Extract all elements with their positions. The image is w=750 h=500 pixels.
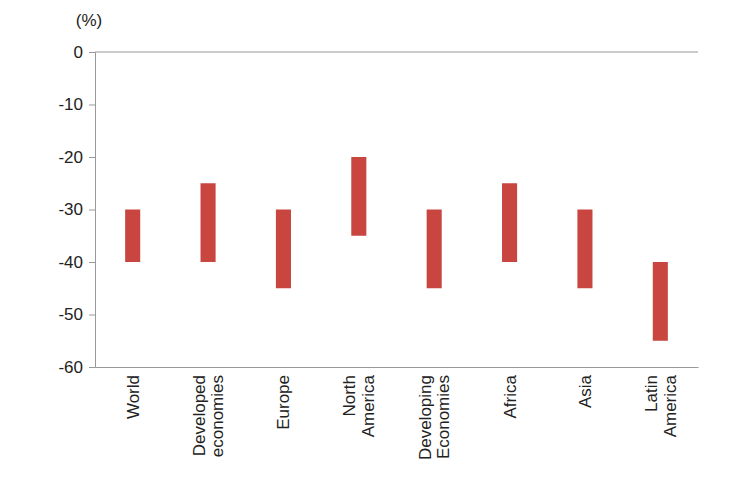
x-axis-line [96, 367, 699, 368]
x-tick-label-line: America [359, 374, 378, 437]
range-bar [427, 210, 442, 289]
x-tick: Africa [501, 367, 520, 418]
y-tick-mark [89, 210, 95, 211]
x-tick-label: Europe [274, 375, 293, 430]
x-tick: NorthAmerica [340, 367, 378, 437]
x-tick-label-line: North [340, 375, 359, 417]
plot: 0 -10 -20 -30 -40 -50 -60 World Developedeconomi… [58, 43, 698, 460]
x-tick-label: Developedeconomies [190, 375, 228, 457]
y-tick: -40 [58, 253, 95, 272]
x-tick: DevelopingEconomies [416, 367, 454, 460]
range-bar [577, 210, 592, 289]
y-tick: -10 [58, 95, 95, 114]
x-tick-label-line: Developed [190, 375, 209, 456]
x-tick: Developedeconomies [190, 367, 228, 457]
x-tick-label: World [124, 375, 143, 419]
range-bar [351, 157, 366, 236]
x-tick-label-line: economies [208, 375, 227, 457]
x-tick-label-line: World [124, 375, 143, 419]
y-tick: -20 [58, 148, 95, 167]
y-axis-line [89, 53, 96, 368]
y-tick-mark [89, 157, 95, 158]
y-tick-mark [89, 315, 95, 316]
y-tick-label: -30 [58, 200, 83, 219]
y-tick: 0 [74, 43, 95, 62]
bars [125, 157, 668, 341]
y-axis-title: (%) [76, 11, 102, 30]
x-tick: LatinAmerica [642, 367, 680, 437]
y-tick: -30 [58, 200, 95, 219]
x-tick-label-line: Developing [416, 375, 435, 460]
chart: 0 -10 -20 -30 -40 -50 -60 World Developedeconomi… [0, 0, 750, 500]
x-tick: Europe [274, 367, 293, 430]
x-tick-label: DevelopingEconomies [416, 375, 454, 460]
y-tick-label: 0 [74, 43, 83, 62]
x-tick-label-line: Latin [642, 375, 661, 412]
x-tick-label: LatinAmerica [642, 374, 680, 437]
x-tick-label: Africa [501, 374, 520, 418]
range-bar [201, 183, 216, 262]
y-tick-label: -20 [58, 148, 83, 167]
x-tick: Asia [576, 367, 595, 408]
y-tick-mark [89, 367, 95, 368]
range-bar [653, 262, 668, 341]
x-tick-label-line: Africa [501, 374, 520, 418]
frame-top [95, 52, 698, 53]
x-tick-label-line: Asia [576, 374, 595, 408]
x-tick-label-line: Europe [274, 375, 293, 430]
y-tick-label: -10 [58, 95, 83, 114]
y-tick-label: -50 [58, 305, 83, 324]
range-bar [276, 210, 291, 289]
x-tick-label: Asia [576, 374, 595, 408]
x-tick-label-line: America [661, 374, 680, 437]
y-tick: -50 [58, 305, 95, 324]
x-tick-label-line: Economies [434, 375, 453, 459]
y-tick-mark [89, 105, 95, 106]
y-tick-label: -60 [58, 358, 83, 377]
x-tick: World [124, 367, 143, 419]
y-tick: -60 [58, 358, 95, 377]
x-tick-label: NorthAmerica [340, 374, 378, 437]
y-tick-mark [89, 262, 95, 263]
y-axis: 0 -10 -20 -30 -40 -50 -60 [58, 43, 95, 377]
y-tick-mark [89, 52, 95, 53]
x-axis: WorldDevelopedeconomiesEuropeNorthAmeric… [96, 367, 699, 460]
range-bar [502, 183, 517, 262]
y-tick-label: -40 [58, 253, 83, 272]
range-bar [125, 210, 140, 263]
